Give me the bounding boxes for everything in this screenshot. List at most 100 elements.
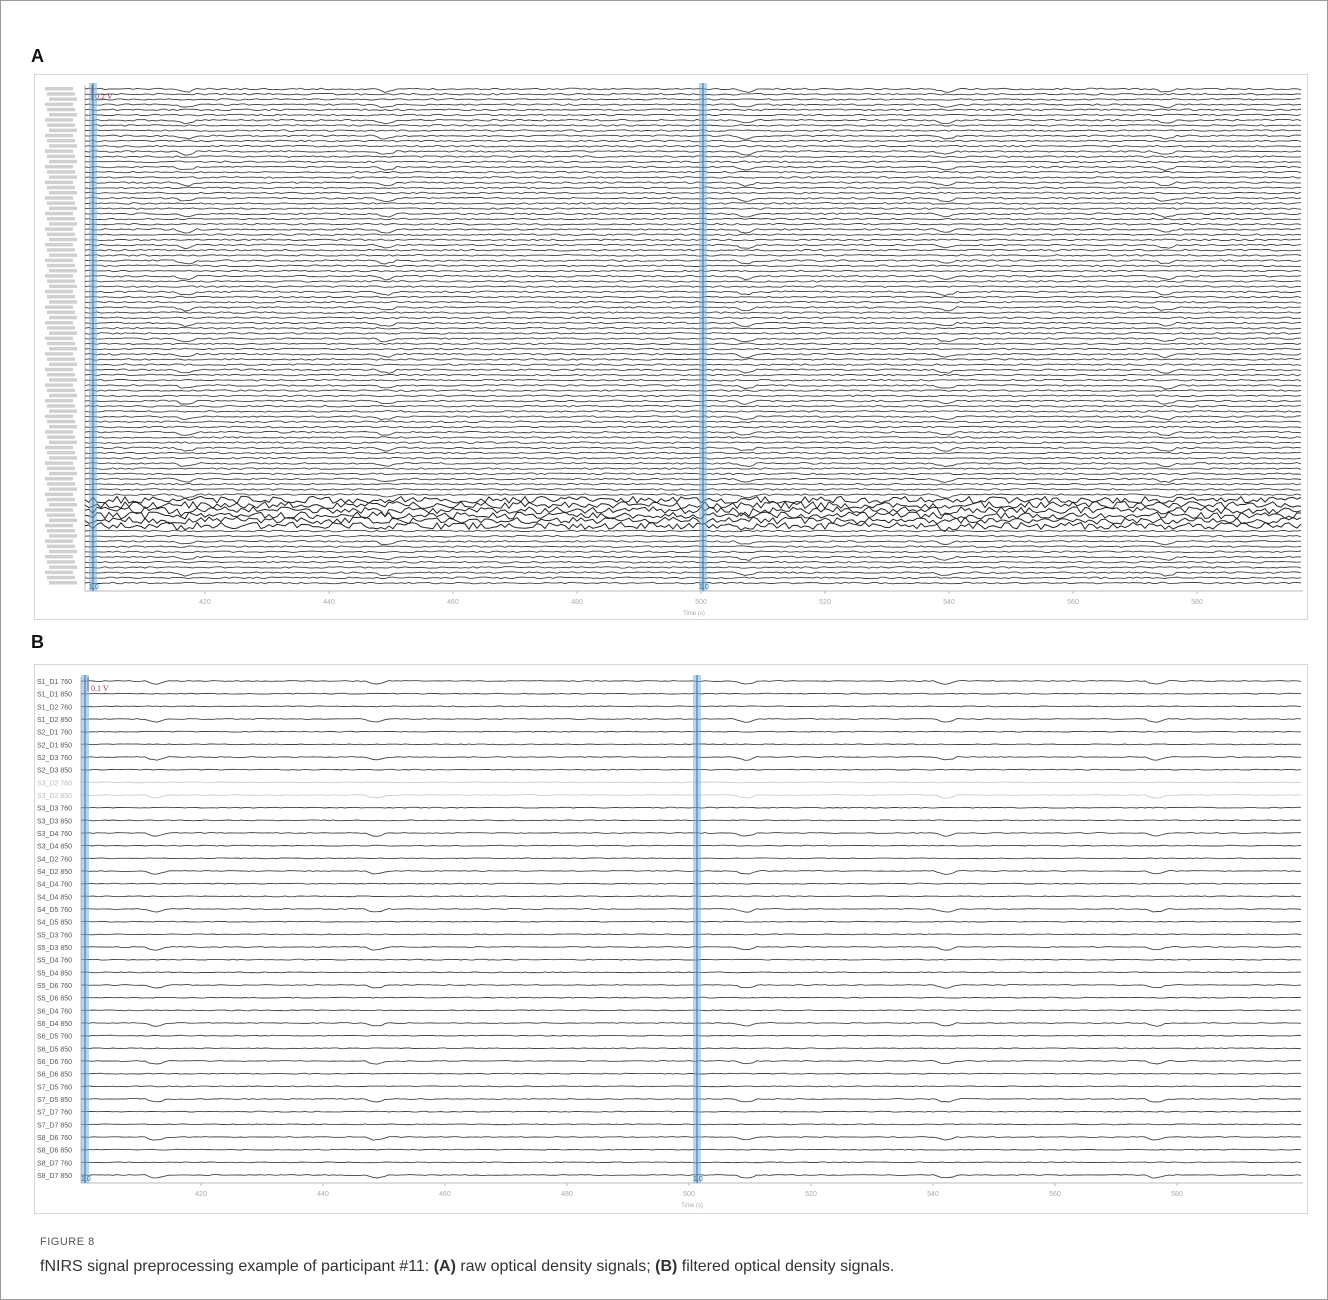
channel-label-mark [49,222,77,226]
channel-label-mark [47,263,75,268]
signal-trace [84,87,1302,93]
x-axis-label: Time (s) [683,611,705,617]
signal-trace [84,477,1302,483]
figure-caption: fNIRS signal preprocessing example of pa… [40,1258,894,1276]
signal-trace [84,144,1302,148]
channel-label-mark [45,508,73,512]
event-marker-label: 1.0 [693,1176,703,1183]
channel-label-mark [47,185,75,190]
channel-label-mark [49,144,77,148]
signal-trace [80,946,1302,951]
signal-trace [84,155,1302,158]
signal-trace [84,259,1302,265]
channel-label-mark [49,534,77,538]
channel-label: S4_D2 760 [37,856,72,863]
channel-label: S6_D6 760 [37,1059,72,1066]
panel-b-letter: B [31,632,44,652]
signal-trace [80,958,1301,961]
signal-trace [84,347,1302,351]
channel-label-mark [45,414,73,419]
channel-label-mark [49,565,77,569]
signal-trace [80,996,1302,999]
signal-trace [84,467,1302,470]
channel-label-mark [47,232,75,237]
signal-trace [84,451,1302,455]
signal-trace [84,399,1301,405]
channel-label-mark [45,399,73,403]
channel-label-mark [49,284,77,289]
channel-label: S6_D4 760 [37,1008,72,1015]
channel-label-mark [49,487,77,491]
channel-label: S8_D6 850 [37,1148,72,1155]
signal-trace [84,560,1302,564]
signal-trace [84,306,1302,312]
signal-trace [84,124,1302,127]
x-tick-label: 580 [1191,599,1203,606]
channel-label-mark [47,544,75,549]
signal-trace [80,1085,1301,1088]
signal-trace [81,1072,1301,1075]
channel-label-mark [45,133,73,138]
signal-trace [84,415,1302,421]
signal-trace [84,430,1302,436]
signal-trace [84,92,1302,96]
signal-trace [80,680,1302,685]
signal-trace [81,1161,1302,1164]
channel-label-mark [47,497,75,502]
signal-trace [84,228,1302,234]
channel-label: S6_D5 850 [37,1046,72,1053]
channel-label-mark [49,440,77,445]
signal-trace [80,908,1302,913]
signal-trace [84,495,1302,505]
signal-trace [84,280,1302,283]
signal-trace [80,882,1302,885]
channel-label-mark [45,430,73,434]
channel-label-mark [45,211,73,216]
signal-trace [84,217,1302,221]
signal-trace [85,316,1302,320]
signal-trace [80,781,1302,784]
x-tick-label: 520 [805,1191,817,1198]
x-tick-label: 480 [571,599,583,606]
signal-trace [84,506,1302,518]
channel-label-mark [45,165,73,169]
signal-trace [80,718,1302,723]
signal-trace [84,269,1302,273]
channel-label-mark [45,196,73,200]
channel-label-mark [47,451,75,455]
channel-label-mark [49,581,77,585]
channel-label-mark [49,300,77,304]
channel-label-mark [49,425,77,429]
signal-trace [84,118,1302,125]
channel-label: S2_D1 850 [37,742,72,749]
channel-label-mark [49,518,77,523]
channel-label-mark [47,295,75,299]
channel-label-mark [45,118,73,122]
channel-label-mark [49,331,77,335]
signal-trace [84,404,1302,408]
signal-trace [80,920,1301,923]
signal-trace [84,482,1302,486]
signal-trace [80,832,1301,837]
signal-trace [84,420,1302,424]
signal-trace [84,332,1302,335]
signal-trace [84,181,1302,187]
channel-label-mark [47,279,75,283]
signal-trace [80,1123,1302,1126]
signal-trace [84,264,1302,268]
channel-label: S2_D1 760 [37,730,72,737]
x-axis-label: Time (s) [681,1203,703,1209]
signal-trace [80,870,1302,875]
signal-trace [84,516,1302,525]
x-tick-label: 520 [819,599,831,606]
signal-trace [84,342,1302,346]
channel-label: S7_D7 850 [37,1122,72,1129]
signal-trace [84,581,1302,585]
channel-label-mark [47,404,75,408]
channel-label: S6_D6 850 [37,1072,72,1079]
channel-label: S3_D3 850 [37,818,72,825]
x-tick-label: 440 [317,1191,329,1198]
channel-label-mark [45,492,73,497]
channel-label: S4_D4 760 [37,882,72,889]
signal-trace [84,500,1302,510]
